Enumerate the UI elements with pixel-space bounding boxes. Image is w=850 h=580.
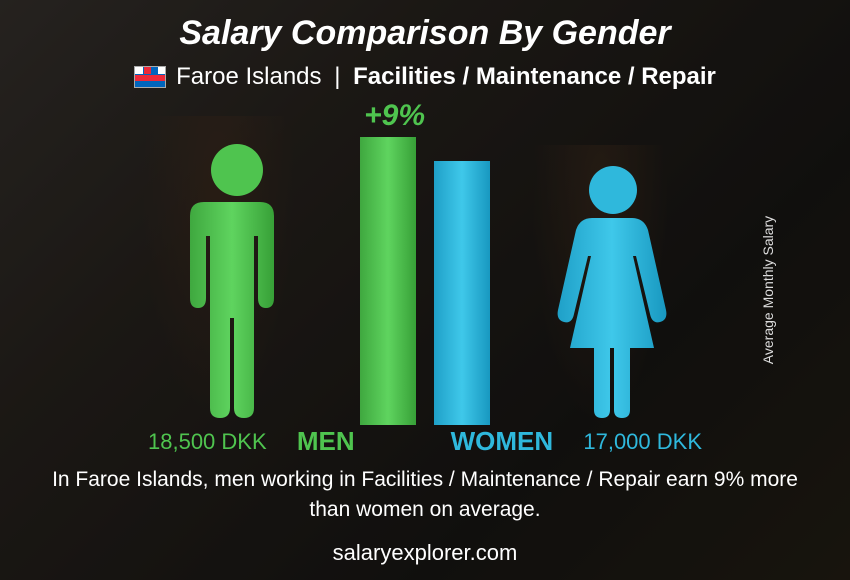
chart-area: +9% [0,99,850,463]
men-salary: 18,500 DKK [148,429,267,455]
category-text: Facilities / Maintenance / Repair [353,63,716,90]
subtitle: Faroe Islands | Facilities / Maintenance… [176,63,716,91]
description-text: In Faroe Islands, men working in Facilit… [0,465,850,524]
subtitle-row: Faroe Islands | Facilities / Maintenance… [0,63,850,91]
faroe-islands-flag-icon [134,66,166,88]
page-title: Salary Comparison By Gender [0,14,850,53]
y-axis-label: Average Monthly Salary [760,216,776,364]
female-figure-icon [548,162,678,425]
labels-row: 18,500 DKK MEN WOMEN 17,000 DKK [0,426,850,457]
separator: | [334,63,340,90]
bars-row [360,137,490,425]
main-container: Salary Comparison By Gender Faroe Island… [0,0,850,580]
difference-label: +9% [364,99,425,133]
women-salary: 17,000 DKK [583,429,702,455]
footer-source: salaryexplorer.com [0,540,850,566]
bar-men [360,137,416,425]
bar-women [434,161,490,425]
location-text: Faroe Islands [176,63,321,90]
women-label: WOMEN [451,426,554,457]
men-label: MEN [297,426,355,457]
male-figure-icon [172,140,302,425]
